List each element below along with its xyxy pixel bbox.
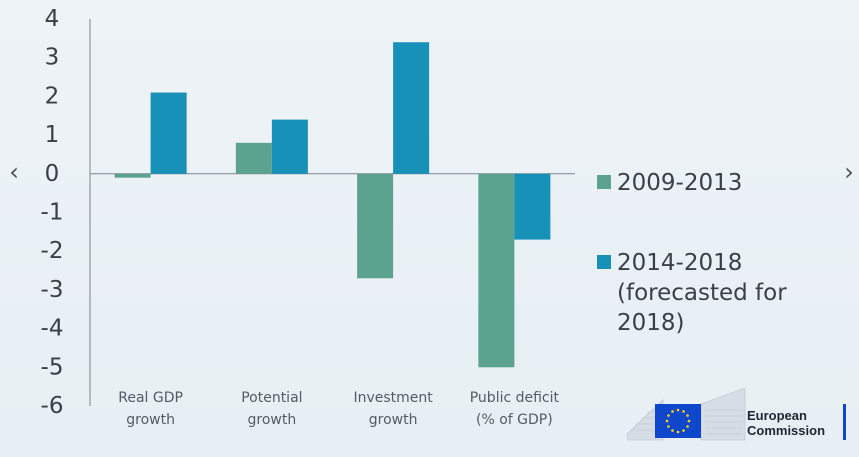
logo-accent-bar — [843, 404, 846, 440]
eu-star-icon — [686, 414, 689, 417]
bar-2009-2013-3 — [478, 173, 515, 368]
y-tick-label: 4 — [45, 6, 60, 32]
x-category-label: Public deficit — [470, 390, 560, 406]
x-category-label: growth — [369, 412, 418, 428]
x-category-label: Real GDP — [118, 390, 183, 406]
legend-swatch-2014-2018 — [597, 255, 611, 269]
bar-2009-2013-1 — [235, 142, 272, 174]
next-arrow-icon[interactable]: › — [844, 158, 854, 186]
eu-star-icon — [671, 410, 674, 413]
y-tick-label: -6 — [41, 393, 64, 419]
legend-swatch-2009-2013 — [597, 175, 611, 189]
x-category-label: growth — [126, 412, 175, 428]
prev-arrow-icon[interactable]: ‹ — [9, 158, 19, 186]
bar-2014-2018-3 — [514, 173, 551, 240]
eu-stars — [665, 408, 691, 434]
legend-item-2014-2018: 2014-2018 (forecasted for 2018) — [597, 248, 859, 338]
x-category-label: (% of GDP) — [476, 412, 553, 428]
bar-2009-2013-0 — [114, 173, 151, 178]
y-tick-label: -2 — [41, 238, 64, 264]
eu-star-icon — [667, 414, 670, 417]
bar-2014-2018-2 — [393, 42, 430, 174]
eu-star-icon — [687, 419, 691, 423]
x-category-label: growth — [248, 412, 297, 428]
y-tick-label: 3 — [45, 45, 60, 71]
y-tick-label: -3 — [41, 277, 64, 303]
y-tick-label: 1 — [45, 122, 60, 148]
european-commission-logo: European Commission — [626, 384, 852, 442]
x-category-label: Potential — [241, 390, 302, 406]
eu-star-icon — [667, 425, 670, 428]
bar-2014-2018-0 — [150, 92, 187, 174]
eu-star-icon — [682, 410, 685, 413]
logo-line-1: European — [747, 408, 807, 423]
eu-star-icon — [682, 429, 685, 432]
y-tick-label: 2 — [45, 83, 60, 109]
eu-star-icon — [676, 430, 680, 434]
bar-2014-2018-1 — [271, 119, 308, 174]
y-tick-label: -4 — [41, 316, 64, 342]
bar-2009-2013-2 — [357, 173, 394, 279]
eu-star-icon — [686, 425, 689, 428]
y-tick-label: -5 — [41, 354, 64, 380]
eu-star-icon — [665, 419, 669, 423]
eu-star-icon — [676, 408, 680, 412]
commission-building-icon — [626, 387, 746, 441]
logo-line-2: Commission — [747, 423, 826, 438]
y-tick-label: 0 — [45, 161, 60, 187]
legend-item-2009-2013: 2009-2013 — [597, 168, 742, 198]
legend-label-2009-2013: 2009-2013 — [617, 170, 743, 196]
legend-sublabel-2014-2018: (forecasted for 2018) — [617, 280, 787, 336]
legend-label-2014-2018: 2014-2018 — [617, 250, 743, 276]
y-tick-label: -1 — [41, 200, 64, 226]
x-category-label: Investment — [353, 390, 433, 406]
eu-star-icon — [671, 429, 674, 432]
